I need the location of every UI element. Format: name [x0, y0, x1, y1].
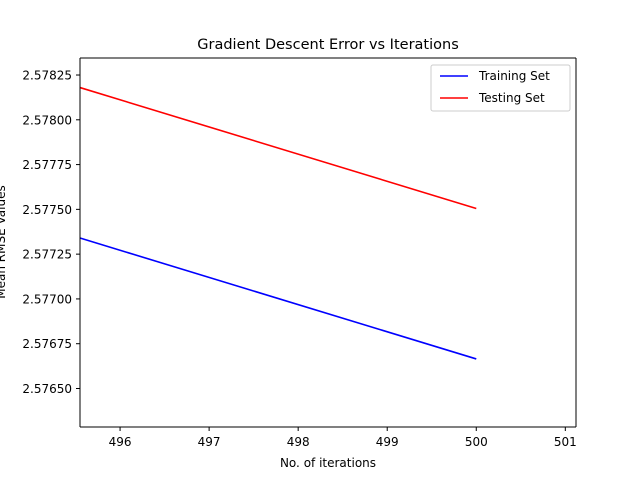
series-layer — [79, 86, 477, 360]
y-axis-label: Mean RMSE Values — [0, 185, 8, 298]
legend-label-training: Training Set — [478, 69, 550, 83]
y-tick-label: 2.57700 — [22, 292, 72, 306]
y-tick-label: 2.57750 — [22, 203, 72, 217]
legend: Training Set Testing Set — [430, 64, 571, 112]
x-tick-label: 501 — [554, 435, 577, 449]
y-tick-label: 2.57725 — [22, 248, 72, 262]
x-tick-label: 499 — [376, 435, 399, 449]
plot-area — [80, 58, 576, 427]
y-tick-label: 2.57800 — [22, 113, 72, 127]
x-tick-label: 498 — [287, 435, 310, 449]
y-tick-label: 2.57825 — [22, 69, 72, 83]
y-tick-label: 2.57650 — [22, 382, 72, 396]
plot-background — [80, 58, 576, 427]
series-line-training-set — [79, 237, 477, 360]
y-axis-ticks: 2.57650 2.57675 2.57700 2.57725 2.57750 2.577… — [22, 69, 80, 396]
chart-title: Gradient Descent Error vs Iterations — [197, 37, 459, 53]
x-tick-label: 496 — [109, 435, 132, 449]
series-line-testing-set — [79, 86, 477, 210]
y-tick-label: 2.57675 — [22, 337, 72, 351]
y-tick-label: 2.57775 — [22, 158, 72, 172]
legend-label-testing: Testing Set — [478, 91, 545, 105]
x-axis-ticks: 496 497 498 499 500 501 — [109, 427, 577, 449]
x-tick-label: 500 — [465, 435, 488, 449]
x-axis-label: No. of iterations — [280, 456, 376, 470]
x-tick-label: 497 — [198, 435, 221, 449]
